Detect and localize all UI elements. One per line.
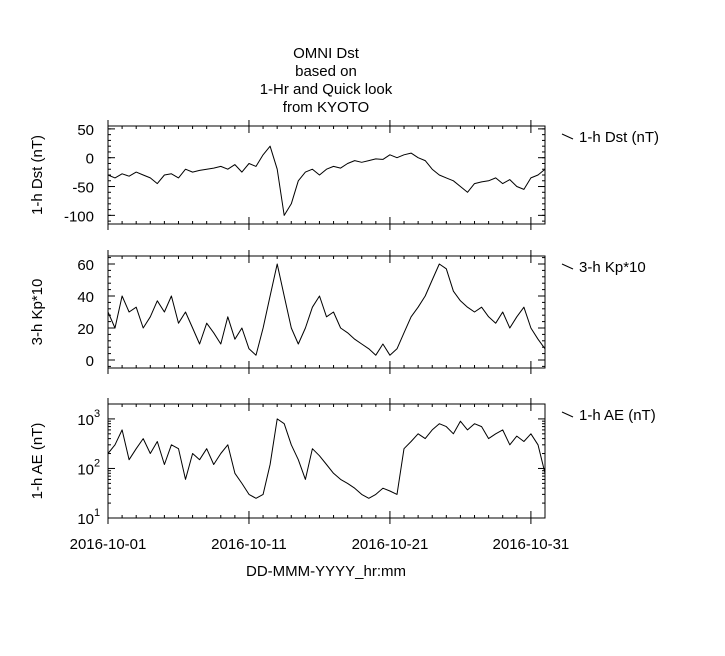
y-tick-label: 10 (77, 511, 94, 528)
legend-line (561, 263, 574, 270)
y-tick-exponent: 1 (94, 507, 100, 519)
panel-2: 60 40 20 0 3-h Kp*10 3-h Kp*10 (29, 250, 646, 374)
legend-line (561, 411, 574, 418)
y-tick-label: 10 (77, 412, 94, 429)
legend-label: 1-h Dst (nT) (579, 129, 659, 146)
y-tick-label: 0 (86, 151, 94, 168)
series-line (107, 418, 546, 499)
y-tick-label: 40 (77, 289, 94, 306)
y-tick-exponent: 3 (94, 408, 100, 420)
x-axis-title: DD-MMM-YYYY_hr:mm (246, 563, 406, 580)
panel-frame (107, 403, 546, 519)
panel-1: 50 0 -50 -100 1-h Dst (nT) 1-h Dst (nT) (29, 120, 659, 230)
y-tick-label: 50 (77, 122, 94, 139)
y-tick-label: 10 (77, 461, 94, 478)
legend-line (561, 133, 574, 140)
y-axis-label: 1-h Dst (nT) (29, 135, 46, 215)
y-tick-label: -100 (64, 208, 94, 225)
legend-label: 1-h AE (nT) (579, 407, 656, 424)
title-line-2: based on (295, 63, 357, 80)
x-tick-label: 2016-10-11 (211, 536, 287, 553)
title-line-3: 1-Hr and Quick look (260, 81, 393, 98)
x-tick-label: 2016-10-31 (493, 536, 570, 553)
y-tick-label: 60 (77, 257, 94, 274)
panel-frame (107, 255, 546, 369)
series-line (107, 145, 546, 216)
y-tick-label: 20 (77, 321, 94, 338)
series-line (107, 263, 546, 356)
x-tick-label: 2016-10-01 (70, 536, 147, 553)
y-axis-label: 3-h Kp*10 (29, 279, 46, 346)
title-line-1: OMNI Dst (293, 45, 360, 62)
y-tick-exponent: 2 (94, 457, 100, 469)
y-tick-label: -50 (72, 180, 94, 197)
title-line-4: from KYOTO (283, 99, 369, 116)
x-axis-labels: 2016-10-01 2016-10-11 2016-10-21 2016-10-31 (70, 536, 570, 553)
y-tick-label: 0 (86, 353, 94, 370)
chart-title: OMNI Dst based on 1-Hr and Quick look fr… (260, 45, 393, 116)
x-tick-label: 2016-10-21 (352, 536, 429, 553)
legend-label: 3-h Kp*10 (579, 259, 646, 276)
y-axis-label: 1-h AE (nT) (29, 423, 46, 500)
